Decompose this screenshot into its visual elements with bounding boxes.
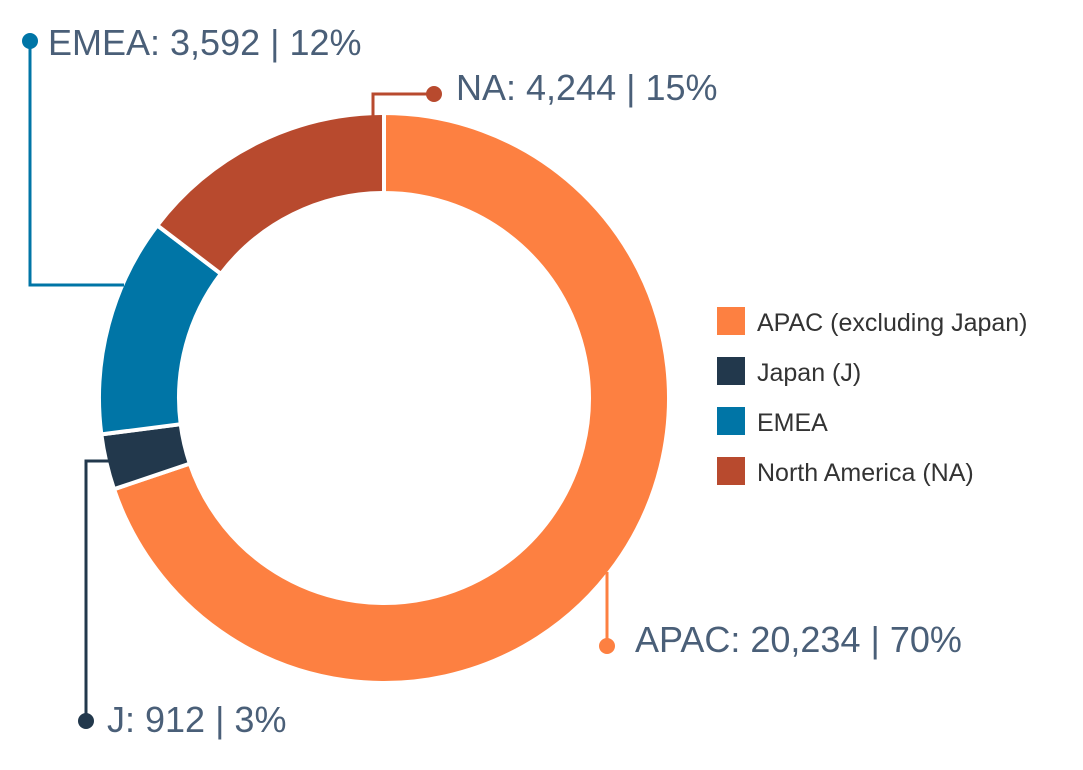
donut-slices [97,110,671,685]
leader-lines [22,33,615,729]
callout-label-japan: J: 912 | 3% [107,699,286,740]
callout-labels: APAC: 20,234 | 70% J: 912 | 3% EMEA: 3,5… [48,22,962,740]
legend-label-apac: APAC (excluding Japan) [757,309,1028,337]
legend-swatch-na [717,457,745,485]
leader-dot-emea [22,33,38,49]
callout-label-na: NA: 4,244 | 15% [456,67,718,108]
leader-line-japan [84,459,110,721]
donut-slice-na [154,110,386,277]
legend-label-emea: EMEA [757,409,828,437]
chart-legend: APAC (excluding Japan) Japan (J) EMEA No… [717,307,1028,487]
legend-swatch-apac [717,307,745,335]
callout-label-apac: APAC: 20,234 | 70% [635,619,962,660]
leader-dot-na [426,86,442,102]
legend-label-japan: Japan (J) [757,359,861,387]
legend-swatch-emea [717,407,745,435]
leader-line-na [371,92,434,120]
leader-dot-japan [78,713,94,729]
leader-dot-apac [599,638,615,654]
legend-swatch-japan [717,357,745,385]
donut-slice-apac [111,110,671,685]
callout-label-emea: EMEA: 3,592 | 12% [48,22,362,63]
legend-label-na: North America (NA) [757,459,974,487]
leader-line-emea [28,41,124,287]
